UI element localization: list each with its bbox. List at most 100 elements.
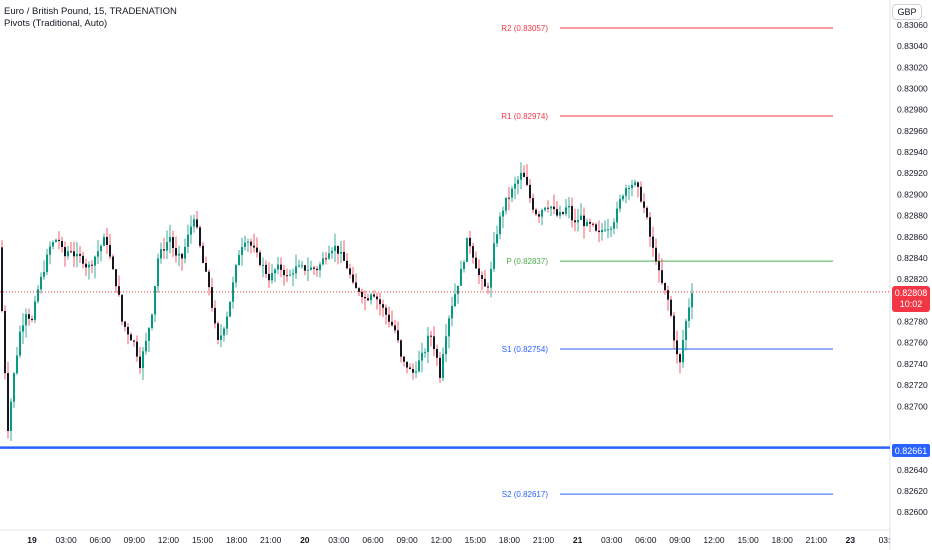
- time-tick-label: 12:00: [431, 535, 453, 545]
- candle-body: [49, 246, 51, 255]
- candle-body: [484, 278, 486, 287]
- candle-body: [568, 206, 570, 208]
- price-tick-label: 0.82720: [897, 380, 928, 390]
- candle-body: [409, 367, 411, 370]
- candle-body: [280, 264, 282, 270]
- time-tick-label: 20: [300, 535, 310, 545]
- candle-body: [97, 251, 99, 257]
- candle-body: [352, 274, 354, 283]
- candle-body: [121, 294, 123, 322]
- candle-body: [61, 241, 63, 248]
- candle-body: [28, 314, 30, 319]
- candle-body: [592, 223, 594, 225]
- candle-body: [397, 330, 399, 341]
- candle-body: [85, 263, 87, 268]
- candle-body: [214, 307, 216, 324]
- candle-body: [34, 301, 36, 321]
- time-tick-label: 21: [573, 535, 583, 545]
- candle-body: [190, 226, 192, 235]
- candle-body: [88, 264, 90, 268]
- candle-body: [646, 207, 648, 218]
- time-tick-label: 19: [27, 535, 37, 545]
- candle-body: [346, 260, 348, 269]
- candle-body: [628, 187, 630, 189]
- time-tick-label: 03:00: [55, 535, 77, 545]
- candle-body: [625, 188, 627, 196]
- candle-body: [277, 264, 279, 270]
- pivot-label: S1 (0.82754): [502, 345, 549, 354]
- price-tick-label: 0.82920: [897, 168, 928, 178]
- candle-body: [223, 328, 225, 336]
- candle-body: [487, 286, 489, 288]
- candle-body: [490, 268, 492, 288]
- candle-body: [382, 304, 384, 308]
- pivot-label: R1 (0.82974): [501, 112, 548, 121]
- pivot-label: R2 (0.83057): [501, 24, 548, 33]
- candle-body: [637, 182, 639, 187]
- candle-body: [580, 215, 582, 220]
- last-price-value: 0.82808: [894, 288, 928, 298]
- candle-body: [133, 340, 135, 342]
- candle-body: [304, 265, 306, 271]
- symbol-title[interactable]: Euro / British Pound, 15, TRADENATION: [4, 6, 177, 17]
- candle-body: [433, 336, 435, 350]
- candle-body: [31, 318, 33, 321]
- candle-body: [562, 212, 564, 214]
- price-tick-label: 0.82940: [897, 147, 928, 157]
- candle-body: [607, 229, 609, 231]
- candle-body: [523, 172, 525, 177]
- candle-body: [58, 239, 60, 242]
- candle-body: [265, 264, 267, 274]
- candle-body: [331, 250, 333, 254]
- candle-body: [385, 307, 387, 315]
- candle-body: [418, 360, 420, 372]
- price-tick-label: 0.82900: [897, 189, 928, 199]
- candle-body: [445, 336, 447, 355]
- candle-body: [184, 246, 186, 259]
- price-tick-label: 0.82840: [897, 253, 928, 263]
- pivot-label: P (0.82837): [506, 257, 548, 266]
- time-tick-label: 23: [846, 535, 856, 545]
- candle-body: [688, 307, 690, 321]
- candle-body: [511, 188, 513, 198]
- candle-body: [481, 275, 483, 279]
- candle-body: [451, 306, 453, 319]
- time-tick-label: 21:00: [260, 535, 282, 545]
- candle-body: [43, 272, 45, 277]
- candle-body: [52, 242, 54, 247]
- candle-body: [295, 266, 297, 274]
- candle-body: [367, 298, 369, 301]
- indicator-title[interactable]: Pivots (Traditional, Auto): [4, 18, 108, 29]
- candle-body: [262, 264, 264, 266]
- candle-body: [7, 373, 9, 432]
- bar-countdown: 10:02: [899, 299, 923, 309]
- candle-body: [586, 222, 588, 227]
- price-tick-label: 0.82620: [897, 486, 928, 496]
- candle-body: [19, 331, 21, 356]
- candle-body: [448, 318, 450, 337]
- candle-body: [154, 286, 156, 315]
- candle-body: [178, 253, 180, 256]
- candle-body: [229, 301, 231, 317]
- candle-body: [106, 236, 108, 245]
- candle-body: [208, 271, 210, 288]
- candle-body: [241, 246, 243, 255]
- candle-body: [634, 182, 636, 185]
- currency-button[interactable]: GBP: [892, 4, 922, 20]
- candle-body: [187, 234, 189, 247]
- horizontal-line-tag: 0.82661: [892, 444, 930, 457]
- candle-body: [211, 287, 213, 308]
- candle-body: [583, 215, 585, 227]
- candle-body: [151, 314, 153, 328]
- candle-body: [136, 341, 138, 357]
- time-tick-label: 06:00: [362, 535, 384, 545]
- candle-body: [253, 245, 255, 248]
- candle-body: [649, 217, 651, 237]
- price-tick-label: 0.83020: [897, 62, 928, 72]
- candle-body: [517, 179, 519, 184]
- candle-body: [595, 224, 597, 231]
- candle-body: [202, 245, 204, 263]
- candle-body: [238, 254, 240, 266]
- candle-body: [667, 290, 669, 300]
